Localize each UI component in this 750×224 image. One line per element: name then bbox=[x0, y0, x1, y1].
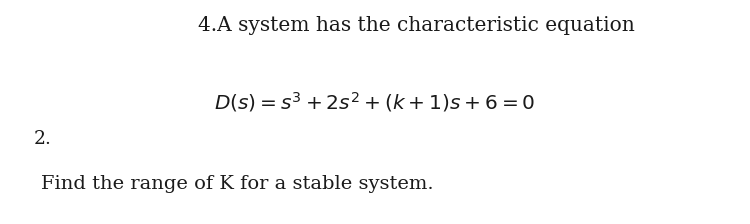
Text: Find the range of K for a stable system.: Find the range of K for a stable system. bbox=[41, 175, 433, 193]
Text: 2.: 2. bbox=[34, 130, 52, 148]
Text: $D(s) = s^3 + 2s^2 + (k+1)s + 6 = 0$: $D(s) = s^3 + 2s^2 + (k+1)s + 6 = 0$ bbox=[214, 90, 536, 114]
Text: 4.A system has the characteristic equation: 4.A system has the characteristic equati… bbox=[198, 16, 634, 35]
